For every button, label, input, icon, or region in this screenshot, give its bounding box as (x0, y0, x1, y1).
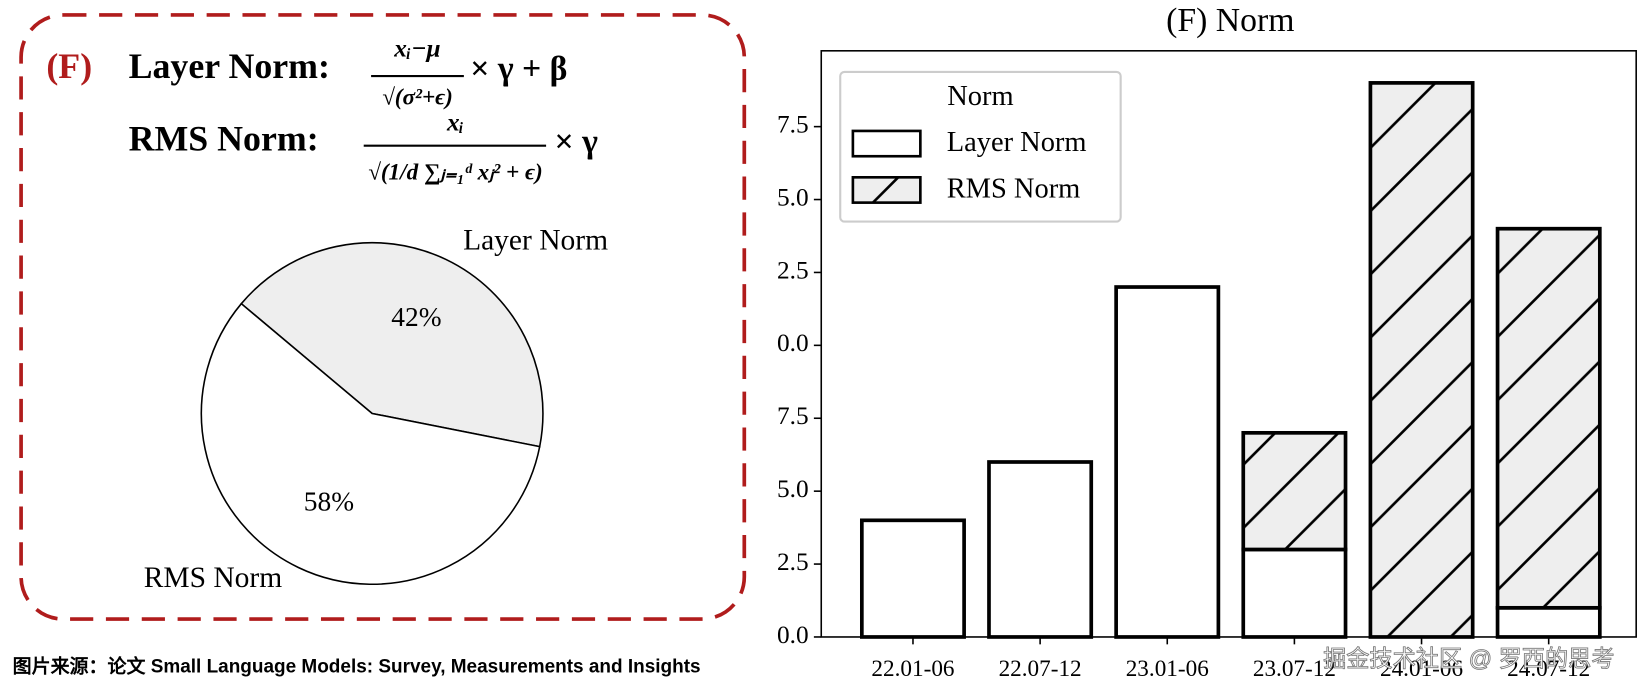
formula-name: RMS Norm: (129, 119, 319, 159)
pie-slice (240, 241, 544, 448)
plot-frame (820, 50, 1637, 638)
y-tick-label: 5.0 (777, 183, 809, 211)
pie-chart: 42% Layer Norm 58% RMS Norm (144, 224, 608, 593)
watermark: 掘金技术社区 @ 罗西的思考 (1323, 645, 1614, 671)
formula-denominator: √(1/d ∑ⱼ₌₁ᵈ xⱼ² + ϵ) (368, 159, 543, 185)
y-tick-label: 0.0 (777, 621, 809, 649)
formula-denominator: √(σ²+ϵ) (382, 85, 453, 111)
formula-suffix: × γ + β (470, 51, 567, 88)
bar-segment (859, 518, 966, 639)
legend-swatch (851, 176, 922, 204)
y-tick-label: 2.5 (777, 548, 809, 576)
bar-segment (1495, 605, 1602, 639)
bar-segment (1241, 430, 1348, 552)
formula-numerator: xᵢ−μ (393, 35, 440, 63)
y-tick-label: 0.0 (777, 329, 809, 357)
bar-segment (1495, 226, 1602, 610)
pie-value-label: 58% (304, 486, 354, 516)
x-tick-label: 24.07-12 (1507, 656, 1590, 682)
pie-category-label: Layer Norm (463, 224, 608, 256)
formula-name: Layer Norm: (129, 46, 330, 86)
x-tick-label: 22.01-06 (871, 656, 954, 682)
legend-label: RMS Norm (947, 174, 1081, 205)
legend-swatch (851, 129, 922, 158)
legend-title: Norm (947, 81, 1013, 112)
x-tick-label: 23.01-06 (1126, 656, 1209, 682)
formula-suffix: × γ (555, 123, 599, 160)
caption: 图片来源：论文 Small Language Models: Survey, M… (13, 655, 701, 678)
x-tick-label: 22.07-12 (999, 656, 1082, 682)
panel-label: (F) (46, 46, 92, 86)
pie-value-label: 42% (391, 302, 441, 332)
legend-label: Layer Norm (947, 127, 1087, 158)
y-tick-label: 7.5 (777, 110, 809, 138)
pie-category-label: RMS Norm (144, 562, 283, 594)
bar-segment (1114, 285, 1221, 639)
y-tick-label: 2.5 (777, 256, 809, 284)
x-tick-label: 24.01-06 (1380, 656, 1463, 682)
bar-segment (987, 460, 1094, 639)
formula-numerator: xᵢ (446, 108, 464, 136)
bar-chart: 0.0 2.5 5.0 7.5 0.0 2.5 5.0 7.5 22.01-06 22.07-12… (777, 50, 1637, 682)
y-tick-label: 5.0 (777, 475, 809, 503)
bar-segment (1241, 547, 1348, 639)
y-tick-label: 7.5 (777, 402, 809, 430)
pie-slice (200, 302, 541, 586)
bar-segment (1368, 81, 1475, 639)
x-tick-label: 23.07-12 (1253, 656, 1336, 682)
chart-title: (F) Norm (1166, 2, 1294, 39)
